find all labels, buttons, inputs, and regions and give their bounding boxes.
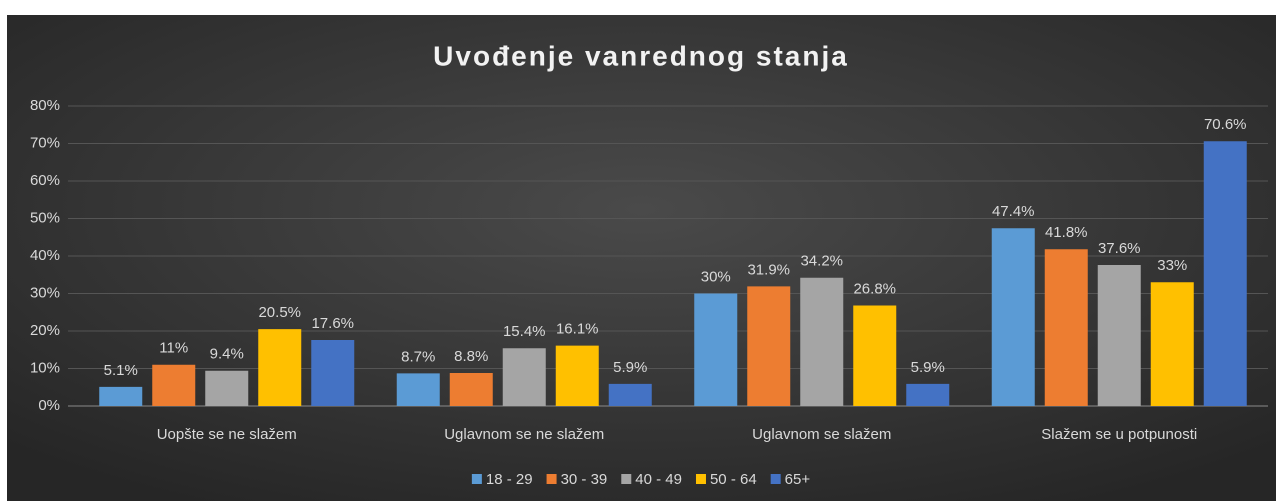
bar — [1097, 265, 1141, 406]
y-tick-label: 80% — [30, 97, 60, 114]
value-label: 9.4% — [210, 346, 244, 363]
bar — [747, 286, 791, 406]
legend-label: 40 - 49 — [635, 471, 682, 488]
legend-swatch — [770, 474, 781, 484]
value-label: 37.6% — [1098, 240, 1141, 257]
legend-label: 18 - 29 — [486, 471, 533, 488]
value-label: 34.2% — [800, 253, 843, 270]
x-tick-label: Uopšte se ne slažem — [157, 426, 297, 443]
legend-label: 50 - 64 — [710, 471, 757, 488]
y-tick-label: 20% — [30, 322, 60, 339]
value-label: 11% — [159, 340, 188, 357]
chart-title: Uvođenje vanrednog stanja — [433, 40, 849, 71]
bar — [906, 383, 950, 406]
y-tick-label: 10% — [30, 359, 60, 376]
value-label: 5.1% — [104, 362, 138, 379]
bar — [1203, 141, 1247, 406]
bar — [1044, 249, 1088, 406]
legend-label: 30 - 39 — [561, 471, 608, 488]
bar — [608, 383, 652, 406]
value-label: 26.8% — [853, 280, 896, 297]
bar — [311, 340, 355, 406]
value-label: 30% — [701, 268, 731, 285]
value-label: 31.9% — [747, 261, 790, 278]
value-label: 33% — [1157, 257, 1187, 274]
bar — [258, 329, 302, 406]
legend-swatch — [546, 474, 557, 484]
legend-label: 65+ — [785, 471, 811, 488]
bar — [555, 345, 599, 406]
x-tick-label: Uglavnom se ne slažem — [444, 426, 604, 443]
bar — [800, 277, 844, 406]
x-tick-label: Uglavnom se slažem — [752, 426, 891, 443]
value-label: 20.5% — [258, 304, 301, 321]
value-label: 15.4% — [503, 323, 546, 340]
bar — [502, 348, 546, 406]
value-label: 70.6% — [1204, 116, 1247, 133]
y-tick-label: 50% — [30, 209, 60, 226]
value-label: 17.6% — [311, 315, 354, 332]
bar — [152, 364, 196, 406]
bar — [205, 370, 249, 406]
y-tick-label: 60% — [30, 172, 60, 189]
value-label: 8.7% — [401, 348, 435, 365]
y-tick-label: 40% — [30, 247, 60, 264]
legend-swatch — [621, 474, 632, 484]
x-tick-label: Slažem se u potpunosti — [1041, 426, 1197, 443]
y-tick-label: 0% — [38, 397, 60, 414]
legend-swatch — [695, 474, 706, 484]
bar — [99, 386, 143, 406]
y-tick-label: 70% — [30, 134, 60, 151]
legend-swatch — [471, 474, 482, 484]
bar — [991, 228, 1035, 406]
value-label: 41.8% — [1045, 224, 1088, 241]
value-label: 5.9% — [911, 359, 945, 376]
value-label: 47.4% — [992, 203, 1035, 220]
bar — [853, 305, 897, 406]
value-label: 5.9% — [613, 359, 647, 376]
y-tick-label: 30% — [30, 284, 60, 301]
value-label: 16.1% — [556, 321, 599, 338]
value-label: 8.8% — [454, 348, 488, 365]
bar — [396, 373, 440, 406]
bar — [1150, 282, 1194, 406]
bar — [694, 293, 738, 406]
bar — [449, 373, 493, 406]
